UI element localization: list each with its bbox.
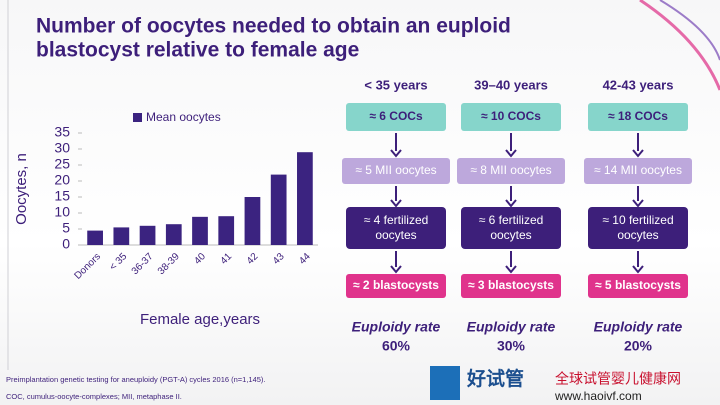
bar bbox=[192, 216, 208, 245]
x-tick-label: 38-39 bbox=[156, 251, 182, 277]
decor-curve bbox=[639, 0, 720, 91]
fertilized-box bbox=[588, 207, 688, 249]
watermark-url: www.haoivf.com bbox=[554, 389, 642, 403]
rate-label: Euploidy rate bbox=[594, 319, 683, 335]
title: Number of oocytes needed to obtain an eu… bbox=[36, 15, 511, 38]
bar bbox=[87, 230, 103, 245]
y-tick-label: 10 bbox=[54, 204, 70, 220]
arrow-head bbox=[390, 149, 402, 158]
mii-text: ≈ 5 MII oocytes bbox=[355, 163, 436, 177]
blastocysts-box bbox=[346, 274, 446, 298]
cocs-text: ≈ 10 COCs bbox=[481, 109, 541, 123]
age-header: 42-43 years bbox=[603, 77, 674, 92]
arrow-head bbox=[632, 149, 644, 158]
mii-box bbox=[457, 158, 565, 184]
fertilized-text: oocytes bbox=[617, 228, 658, 242]
cocs-text: ≈ 6 COCs bbox=[369, 109, 423, 123]
y-tick-label: 30 bbox=[54, 140, 70, 156]
fertilized-box bbox=[461, 207, 561, 249]
x-tick-label: 36-37 bbox=[130, 251, 156, 277]
x-tick-label: Donors bbox=[73, 251, 104, 282]
age-header: < 35 years bbox=[364, 77, 427, 92]
mii-text: ≈ 8 MII oocytes bbox=[470, 163, 551, 177]
rate-label: Euploidy rate bbox=[467, 319, 556, 335]
arrow-head bbox=[505, 265, 517, 274]
blastocysts-text: ≈ 3 blastocysts bbox=[468, 278, 554, 292]
bar bbox=[270, 174, 287, 245]
arrow-head bbox=[505, 149, 517, 158]
x-tick-label: 40 bbox=[192, 251, 208, 267]
arrow-head bbox=[632, 265, 644, 274]
fertilized-text: oocytes bbox=[490, 228, 531, 242]
x-axis-label: Female age,years bbox=[140, 311, 260, 328]
y-tick-label: 5 bbox=[62, 220, 70, 236]
x-tick-label: 41 bbox=[219, 251, 235, 267]
fertilized-text: ≈ 6 fertilized bbox=[479, 213, 544, 227]
arrow-head bbox=[390, 265, 402, 274]
y-tick-label: 35 bbox=[54, 124, 70, 140]
footnote: COC, cumulus-oocyte-complexes; MII, meta… bbox=[6, 392, 182, 401]
cocs-text: ≈ 18 COCs bbox=[608, 109, 668, 123]
mii-text: ≈ 14 MII oocytes bbox=[594, 163, 682, 177]
fertilized-box bbox=[346, 207, 446, 249]
cocs-box bbox=[461, 103, 561, 131]
bar bbox=[218, 216, 235, 245]
age-header: 39–40 years bbox=[474, 77, 548, 92]
y-tick-label: 25 bbox=[54, 156, 70, 172]
legend-swatch bbox=[133, 113, 142, 122]
x-tick-label: 44 bbox=[297, 251, 313, 267]
blastocysts-text: ≈ 2 blastocysts bbox=[353, 278, 439, 292]
title: blastocyst relative to female age bbox=[36, 39, 359, 62]
bar bbox=[139, 225, 156, 245]
blastocysts-text: ≈ 5 blastocysts bbox=[595, 278, 681, 292]
rate-value: 30% bbox=[497, 338, 526, 354]
mii-box bbox=[342, 158, 450, 184]
fertilized-text: ≈ 4 fertilized bbox=[364, 213, 429, 227]
x-tick-label: 42 bbox=[245, 251, 261, 267]
y-tick-label: 0 bbox=[62, 236, 70, 252]
decor-curve bbox=[659, 0, 720, 61]
arrow-head bbox=[632, 199, 644, 208]
x-tick-label: < 35 bbox=[108, 251, 130, 273]
rate-value: 60% bbox=[382, 338, 411, 354]
y-tick-label: 15 bbox=[54, 188, 70, 204]
footnote: Preimplantation genetic testing for aneu… bbox=[6, 375, 266, 384]
cocs-box bbox=[346, 103, 446, 131]
rate-label: Euploidy rate bbox=[352, 319, 441, 335]
cocs-box bbox=[588, 103, 688, 131]
fertilized-text: oocytes bbox=[375, 228, 416, 242]
fertilized-text: ≈ 10 fertilized bbox=[602, 213, 673, 227]
legend-label: Mean oocytes bbox=[146, 110, 221, 124]
arrow-head bbox=[390, 199, 402, 208]
watermark-logo bbox=[430, 366, 460, 400]
x-tick-label: 43 bbox=[271, 251, 287, 267]
watermark-brand: 好试管 bbox=[466, 367, 524, 390]
mii-box bbox=[584, 158, 692, 184]
blastocysts-box bbox=[461, 274, 561, 298]
arrow-head bbox=[505, 199, 517, 208]
bar bbox=[297, 152, 313, 245]
watermark-site: 全球试管婴儿健康网 bbox=[555, 371, 681, 387]
bar bbox=[113, 227, 130, 245]
rate-value: 20% bbox=[624, 338, 653, 354]
blastocysts-box bbox=[588, 274, 688, 298]
bar bbox=[165, 224, 182, 245]
bar bbox=[244, 197, 261, 245]
y-axis-label: Oocytes, n bbox=[13, 153, 30, 225]
y-tick-label: 20 bbox=[54, 172, 70, 188]
